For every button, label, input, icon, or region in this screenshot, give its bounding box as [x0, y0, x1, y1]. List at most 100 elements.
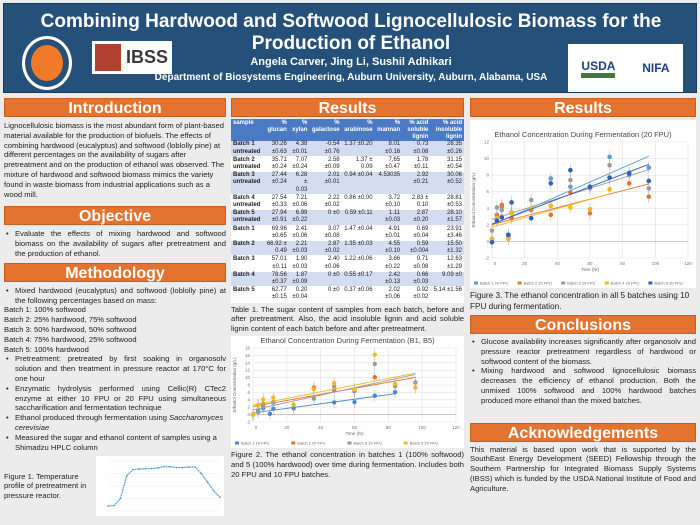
table-cell: 3.07 ±0.08 [309, 225, 342, 242]
table-cell: 30.06 ±0.52 [430, 171, 464, 195]
legend-label: Batch 5 10 FPU [354, 441, 382, 446]
legend-label: Batch 1 10 FPU [241, 441, 269, 446]
data-point [250, 412, 256, 417]
table-cell: Batch 4 untreated [231, 194, 265, 211]
data-point [119, 498, 122, 500]
legend-swatch [648, 281, 653, 285]
table-cell: Batch 4 [231, 271, 265, 288]
ibss-logo-text: IBSS [125, 47, 168, 67]
data-point [352, 387, 357, 392]
data-point [255, 409, 261, 415]
auburn-university-seal-logo [22, 36, 72, 90]
legend-swatch [517, 281, 522, 285]
table-cell: 3.66 ±0.22 [374, 255, 403, 272]
data-point [156, 467, 159, 470]
data-point [494, 205, 500, 210]
table-cell: Batch 1 untreated [231, 141, 265, 157]
table-cell: 2.41 ±0.06 [288, 225, 310, 242]
usda-nifa-logos: USDA NIFA [568, 44, 683, 92]
y-tick-label: 10 [484, 156, 490, 161]
data-point [494, 218, 500, 224]
data-point [646, 194, 652, 199]
figure-1-temperature-chart [96, 456, 224, 517]
table-cell: 35.71 ±0.24 [264, 156, 289, 173]
table-cell: 27.94 ±0.91 [264, 209, 289, 226]
column-header: sample [231, 119, 265, 142]
data-point [291, 402, 296, 407]
data-point [587, 184, 593, 190]
table-cell: 23.91 ±3.46 [430, 225, 464, 242]
table-cell: 6.28 ± 0.03 [288, 171, 310, 195]
table-row: Batch 2 66.92 ± 0.49 2.21 ±0.03 2.87 ±0.02 1… [231, 240, 464, 257]
table-cell: 0.37 ±0.06 [341, 286, 375, 303]
legend-swatch [347, 441, 352, 445]
table-cell: 1.37 ±0.20 [341, 141, 375, 157]
data-point [332, 380, 337, 386]
data-point [607, 186, 612, 192]
table-cell: 1.47 ±0.04 [341, 225, 375, 242]
x-tick-label: 60 [587, 261, 593, 266]
methodology-item: Measured the sugar and ethanol content o… [4, 433, 226, 453]
table-cell: Batch 3 [231, 255, 265, 272]
legend-label: Batch 3 20 FPU [567, 281, 595, 286]
table-cell: 2.87 ±0.02 [309, 240, 342, 257]
table-cell: 0.59 ±0.004 [402, 240, 431, 257]
data-point [150, 468, 153, 470]
data-point [332, 400, 337, 405]
results-heading-right: Results [470, 98, 696, 117]
data-point [352, 399, 357, 405]
y-tick-label: 8 [247, 383, 250, 388]
table-cell: 1.37 ± 0.09 [341, 156, 375, 173]
usda-logo: USDA [581, 59, 616, 78]
table-cell: 0.20 ±0.04 [288, 286, 310, 303]
data-point [646, 178, 652, 184]
figure-1-caption: Figure 1. Temperature profile of pretrea… [4, 471, 87, 501]
data-point [392, 381, 398, 387]
legend-swatch [561, 281, 566, 285]
x-tick-label: 80 [386, 425, 392, 430]
table-cell: 5.14 ±1.56 [430, 286, 464, 303]
data-point [311, 396, 317, 401]
table-cell: 4.53035 [374, 171, 403, 195]
y-tick-label: 8 [486, 173, 489, 178]
table-row: Batch 5 untreated 27.94 ±0.91 6.99 ±0.22 0 … [231, 209, 464, 226]
table-cell: 2.83 ± 0.10 [402, 194, 431, 211]
figure-3-chart: Ethanol Concentration During Fermentatio… [470, 120, 696, 288]
column-header: % glucan [264, 119, 289, 142]
methodology-content: Mixed hardwood (eucalyptus) and softwood… [4, 286, 226, 453]
data-point [506, 232, 511, 238]
y-tick-label: 12 [245, 368, 251, 373]
y-tick-label: 4 [486, 206, 489, 211]
table-1-caption: Table 1. The sugar content of samples fr… [231, 304, 464, 334]
table-cell: 0 ±0 [309, 209, 342, 226]
table-cell: 0 ±0 [309, 286, 342, 303]
x-tick-label: 80 [620, 261, 626, 266]
table-cell: -0.54 ±0.76 [309, 141, 342, 157]
table-row: Batch 3 untreated 27.44 ±0.24 6.28 ± 0.03 2… [231, 171, 464, 195]
data-point [568, 177, 573, 183]
methodology-item: Ethanol produced through fermentation us… [4, 413, 226, 433]
data-point [607, 154, 612, 160]
data-point [568, 205, 573, 210]
table-cell: 4.91 ±0.01 [374, 225, 403, 242]
data-point [181, 467, 184, 469]
conclusion-item: Glucose availability increases significa… [470, 337, 696, 366]
table-cell: 12.63 ±1.29 [430, 255, 464, 272]
x-axis-label: Time (hr) [345, 431, 364, 436]
batch-5: Batch 5: 100% hardwood [4, 344, 89, 354]
data-point [607, 175, 612, 180]
x-tick-label: 0 [255, 425, 258, 430]
data-point [587, 206, 593, 212]
data-point [212, 490, 215, 493]
data-point [267, 411, 273, 417]
x-tick-label: 100 [418, 425, 426, 430]
y-tick-label: 18 [245, 346, 251, 351]
table-cell: Batch 2 [231, 240, 265, 257]
x-tick-label: 120 [452, 425, 460, 430]
data-point [260, 397, 266, 402]
table-cell: 27.54 ±0.33 [264, 194, 289, 211]
batch-2: Batch 2: 25% hardwood, 75% softwood [4, 315, 137, 325]
data-point [194, 466, 196, 469]
methodology-heading: Methodology [4, 262, 226, 282]
x-tick-label: 0 [494, 261, 497, 266]
